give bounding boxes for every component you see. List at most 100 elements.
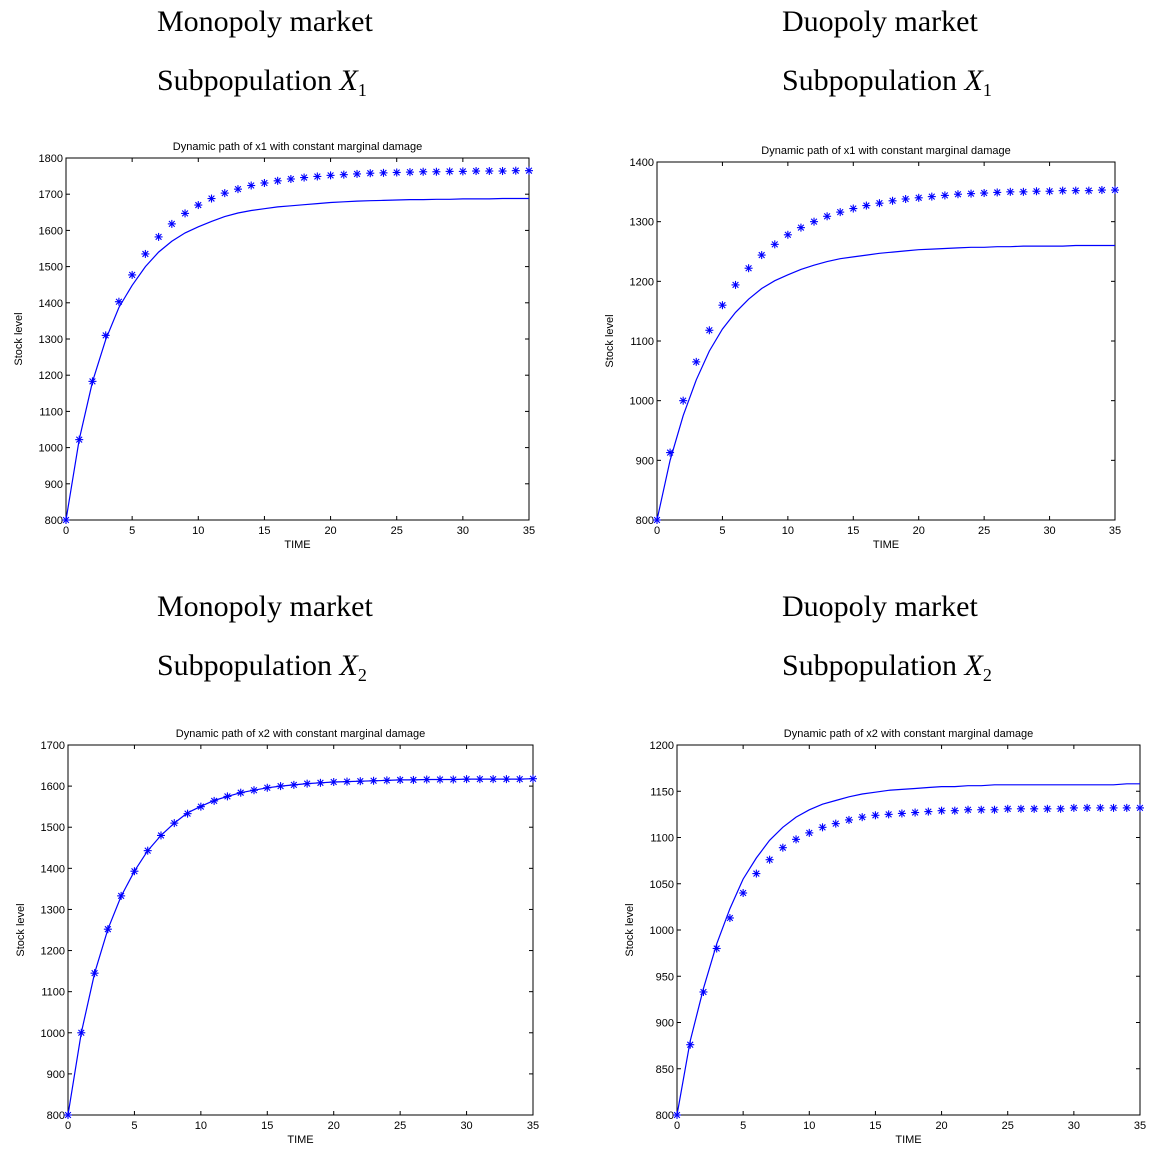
y-tick-label: 900 [656, 1018, 674, 1030]
series-marker [1084, 186, 1093, 195]
series-marker [953, 190, 962, 199]
series-marker [990, 805, 999, 814]
y-tick-label: 1000 [39, 443, 63, 455]
series-marker [409, 775, 418, 784]
series-marker [247, 181, 256, 190]
series-marker [666, 448, 675, 457]
series-marker [844, 815, 853, 824]
series-marker [849, 204, 858, 213]
series-marker [462, 775, 471, 784]
series-marker [353, 169, 362, 178]
series-marker [731, 280, 740, 289]
series-marker [871, 811, 880, 820]
x-tick-label: 20 [913, 525, 925, 537]
series-marker [858, 813, 867, 822]
heading-variable-index: 1 [982, 80, 992, 100]
series-marker [1083, 803, 1092, 812]
x-axis-label: TIME [287, 1134, 313, 1146]
series-marker [419, 167, 428, 176]
series-marker [103, 925, 112, 934]
series-marker [1071, 186, 1080, 195]
series-marker [862, 201, 871, 210]
y-tick-label: 1300 [630, 217, 654, 229]
series-marker [458, 167, 467, 176]
series-marker [223, 792, 232, 801]
y-axis-label: Stock level [13, 312, 25, 365]
heading-variable-index: 1 [357, 80, 367, 100]
series-marker [914, 193, 923, 202]
heading-variable: X [339, 64, 358, 97]
x-tick-label: 25 [394, 1120, 406, 1132]
series-marker [220, 189, 229, 198]
x-axis-label: TIME [873, 539, 899, 551]
plot-frame [656, 161, 1116, 521]
heading-market-0: Monopoly market [157, 5, 373, 38]
x-tick-label: 15 [261, 1120, 273, 1132]
y-tick-label: 1100 [630, 336, 654, 348]
series-marker [250, 786, 258, 795]
series-marker [117, 891, 126, 900]
y-tick-label: 900 [636, 455, 654, 467]
series-marker [366, 169, 375, 178]
x-tick-label: 5 [129, 525, 135, 537]
series-marker [130, 867, 139, 876]
series-marker [194, 201, 203, 210]
heading-market-1: Duopoly market [782, 5, 978, 38]
series-marker [502, 775, 511, 784]
series-marker [392, 168, 401, 177]
series-marker [718, 301, 727, 310]
series-marker [831, 819, 840, 828]
x-tick-label: 35 [1109, 525, 1121, 537]
y-tick-label: 1300 [41, 904, 65, 916]
series-marker [805, 828, 814, 837]
series-marker [770, 240, 779, 249]
heading-subpopulation-3: Subpopulation X2 [782, 649, 992, 685]
series-marker [875, 199, 884, 208]
x-axis-label: TIME [284, 539, 310, 551]
x-tick-label: 15 [869, 1120, 881, 1132]
series-marker [343, 777, 351, 786]
x-tick-label: 0 [65, 1120, 71, 1132]
series-marker [739, 889, 748, 897]
y-tick-label: 1200 [650, 740, 674, 752]
series-marker [901, 194, 910, 203]
chart-title: Dynamic path of x2 with constant margina… [784, 728, 1033, 740]
x-tick-label: 5 [131, 1120, 137, 1132]
series-marker [1030, 804, 1039, 813]
series-marker [752, 869, 761, 878]
series-marker [823, 212, 832, 221]
chart-1: Dynamic path of x1 with constant margina… [604, 145, 1121, 551]
x-tick-label: 30 [460, 1120, 472, 1132]
series-marker [1069, 803, 1078, 812]
y-tick-label: 1100 [39, 406, 63, 418]
series-marker [888, 196, 897, 205]
series-marker [77, 1028, 86, 1037]
series-marker [181, 209, 190, 218]
series-marker [236, 788, 245, 797]
series-marker [757, 251, 766, 260]
y-tick-label: 900 [47, 1069, 65, 1081]
series-marker [196, 802, 205, 811]
series-marker [940, 191, 949, 200]
series-marker [369, 776, 378, 785]
series-marker [356, 777, 365, 786]
heading-variable: X [339, 649, 358, 682]
y-axis-label: Stock level [624, 903, 636, 956]
series-marker [1016, 804, 1025, 813]
heading-subpopulation-0: Subpopulation X1 [157, 64, 367, 100]
x-tick-label: 15 [847, 525, 859, 537]
chart-2: Dynamic path of x2 with constant margina… [15, 728, 539, 1146]
series-marker [303, 779, 312, 788]
heading-subpopulation-1: Subpopulation X1 [782, 66, 992, 100]
series-marker [836, 208, 845, 217]
heading-variable: X [964, 649, 983, 682]
series-marker [489, 775, 498, 784]
y-tick-label: 850 [656, 1064, 674, 1076]
plot-frame [67, 744, 534, 1116]
series-marker [326, 171, 335, 180]
series-marker [765, 855, 774, 864]
series-marker [1045, 187, 1054, 196]
y-tick-label: 1100 [41, 987, 65, 999]
series-marker [128, 270, 137, 279]
y-tick-label: 1800 [39, 153, 63, 165]
